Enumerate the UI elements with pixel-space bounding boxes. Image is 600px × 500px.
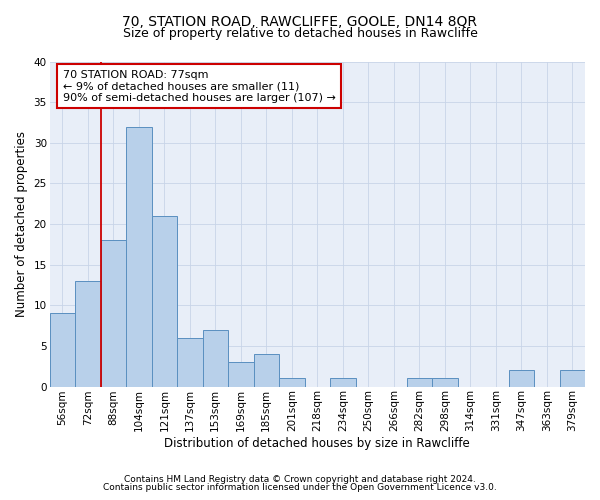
Bar	[75, 281, 101, 386]
Text: Size of property relative to detached houses in Rawcliffe: Size of property relative to detached ho…	[122, 28, 478, 40]
Text: 70 STATION ROAD: 77sqm
← 9% of detached houses are smaller (11)
90% of semi-deta: 70 STATION ROAD: 77sqm ← 9% of detached …	[63, 70, 336, 103]
Bar	[279, 378, 305, 386]
Text: Contains HM Land Registry data © Crown copyright and database right 2024.: Contains HM Land Registry data © Crown c…	[124, 475, 476, 484]
Bar	[560, 370, 585, 386]
Bar	[101, 240, 126, 386]
Bar	[50, 314, 75, 386]
Bar	[177, 338, 203, 386]
Y-axis label: Number of detached properties: Number of detached properties	[15, 131, 28, 317]
Bar	[152, 216, 177, 386]
Bar	[126, 126, 152, 386]
Bar	[407, 378, 432, 386]
Bar	[228, 362, 254, 386]
X-axis label: Distribution of detached houses by size in Rawcliffe: Distribution of detached houses by size …	[164, 437, 470, 450]
Bar	[254, 354, 279, 386]
Bar	[203, 330, 228, 386]
Bar	[432, 378, 458, 386]
Bar	[509, 370, 534, 386]
Bar	[330, 378, 356, 386]
Text: 70, STATION ROAD, RAWCLIFFE, GOOLE, DN14 8QR: 70, STATION ROAD, RAWCLIFFE, GOOLE, DN14…	[122, 15, 478, 29]
Text: Contains public sector information licensed under the Open Government Licence v3: Contains public sector information licen…	[103, 483, 497, 492]
